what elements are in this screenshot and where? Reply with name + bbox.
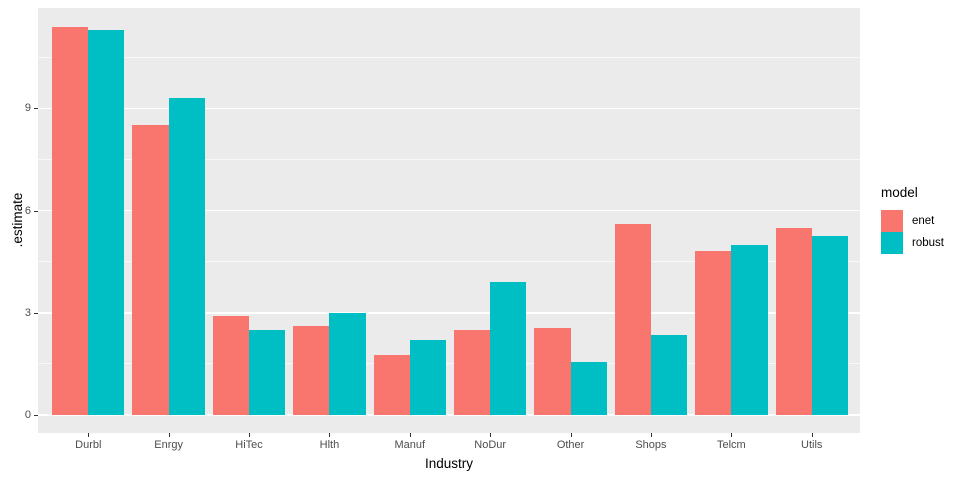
- x-tick-mark: [570, 433, 572, 437]
- bar-enrgy-robust: [168, 98, 205, 415]
- x-tick-mark: [731, 433, 733, 437]
- x-tick-mark: [329, 433, 331, 437]
- x-tick-mark: [811, 433, 813, 437]
- x-tick-label-shops: Shops: [635, 439, 667, 451]
- legend: model enet robust: [881, 185, 944, 254]
- gridline-major: [38, 312, 860, 314]
- y-tick-label: 3: [24, 306, 31, 319]
- gridline-minor: [38, 261, 860, 263]
- x-axis-title: Industry: [424, 456, 474, 471]
- x-tick-label-durbl: Durbl: [75, 439, 102, 451]
- x-tick-mark: [249, 433, 251, 437]
- x-tick-label-hlth: Hlth: [319, 439, 340, 451]
- y-tick-label: 6: [24, 204, 31, 217]
- plot-panel: [38, 8, 860, 433]
- bar-durbl-robust: [88, 30, 125, 415]
- bar-hlth-robust: [329, 312, 366, 415]
- x-tick-label-manuf: Manuf: [394, 439, 426, 451]
- bar-shops-robust: [650, 334, 688, 415]
- bar-shops-enet: [614, 224, 651, 415]
- x-tick-label-nodur: NoDur: [474, 439, 507, 451]
- gridline-major: [38, 414, 860, 416]
- bar-other-enet: [534, 328, 571, 415]
- gridline-major: [38, 107, 860, 110]
- legend-title: model: [881, 185, 918, 200]
- legend-swatch-robust: [881, 232, 903, 254]
- gridline-minor: [38, 363, 860, 365]
- y-tick-mark: [34, 312, 38, 314]
- bar-utils-enet: [775, 227, 812, 415]
- legend-key-enet: enet: [881, 210, 944, 232]
- x-tick-label-telcm: Telcm: [716, 439, 746, 451]
- bar-manuf-enet: [373, 355, 410, 415]
- x-tick-mark: [650, 433, 652, 437]
- x-tick-label-other: Other: [556, 439, 585, 451]
- x-tick-mark: [168, 433, 170, 437]
- y-tick-mark: [34, 108, 38, 110]
- bar-nodur-enet: [454, 329, 491, 415]
- x-tick-mark: [490, 433, 492, 437]
- gridline-major: [38, 209, 860, 212]
- x-tick-label-utils: Utils: [801, 439, 823, 451]
- bar-enrgy-enet: [132, 125, 169, 415]
- y-tick-label: 0: [24, 409, 31, 421]
- y-tick-mark: [34, 415, 38, 416]
- bar-telcm-robust: [731, 244, 768, 415]
- bar-hitec-robust: [249, 329, 286, 415]
- legend-key-robust: robust: [881, 232, 944, 254]
- bar-nodur-robust: [490, 282, 527, 415]
- bar-hitec-enet: [212, 316, 250, 415]
- legend-swatch-enet: [881, 210, 903, 232]
- x-tick-mark: [409, 433, 411, 437]
- bar-telcm-enet: [695, 251, 732, 415]
- x-tick-label-hitec: HiTec: [235, 439, 263, 451]
- y-axis-title: .estimate: [10, 192, 25, 248]
- bar-other-robust: [570, 362, 607, 415]
- bar-durbl-enet: [52, 26, 89, 415]
- bar-utils-robust: [811, 236, 848, 415]
- bar-hlth-enet: [293, 326, 330, 415]
- x-tick-mark: [88, 433, 90, 437]
- x-tick-label-enrgy: Enrgy: [154, 439, 184, 451]
- gridline-minor: [38, 158, 860, 160]
- legend-label-robust: robust: [912, 237, 944, 249]
- y-tick-mark: [34, 210, 38, 212]
- bar-manuf-robust: [409, 340, 446, 415]
- gridline-minor: [38, 56, 860, 58]
- legend-label-enet: enet: [912, 215, 935, 227]
- y-tick-label: 9: [24, 102, 31, 115]
